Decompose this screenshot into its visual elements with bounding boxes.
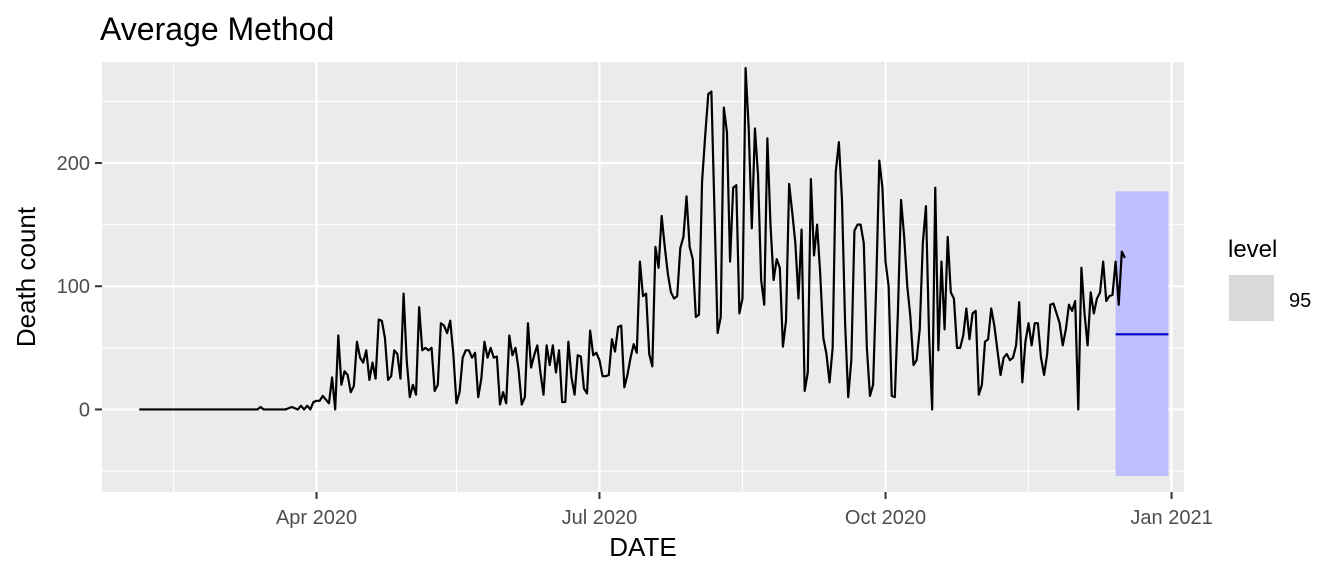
x-tick-label: Apr 2020 (276, 507, 357, 529)
legend: level 95 (1228, 236, 1311, 321)
x-tick-label: Jul 2020 (562, 507, 638, 529)
legend-label: 95 (1289, 290, 1311, 312)
x-tick-label: Oct 2020 (845, 507, 926, 529)
y-tick-label: 100 (57, 276, 90, 298)
legend-swatch (1229, 275, 1274, 321)
chart-title: Average Method (100, 11, 334, 47)
series-layer (139, 67, 1126, 411)
y-tick-label: 0 (79, 399, 90, 421)
legend-title: level (1228, 236, 1277, 263)
grid-minor (102, 62, 1184, 492)
plot-panel (102, 62, 1184, 492)
x-axis-title: DATE (609, 532, 676, 562)
series-line (139, 67, 1126, 411)
forecast-layer (1115, 191, 1169, 476)
y-tick-label: 200 (57, 153, 90, 175)
y-axis-title: Death count (11, 206, 41, 347)
x-tick-label: Jan 2021 (1130, 507, 1212, 529)
x-axis: Apr 2020 Jul 2020 Oct 2020 Jan 2021 (276, 492, 1213, 529)
y-axis: 0 100 200 (57, 153, 102, 421)
